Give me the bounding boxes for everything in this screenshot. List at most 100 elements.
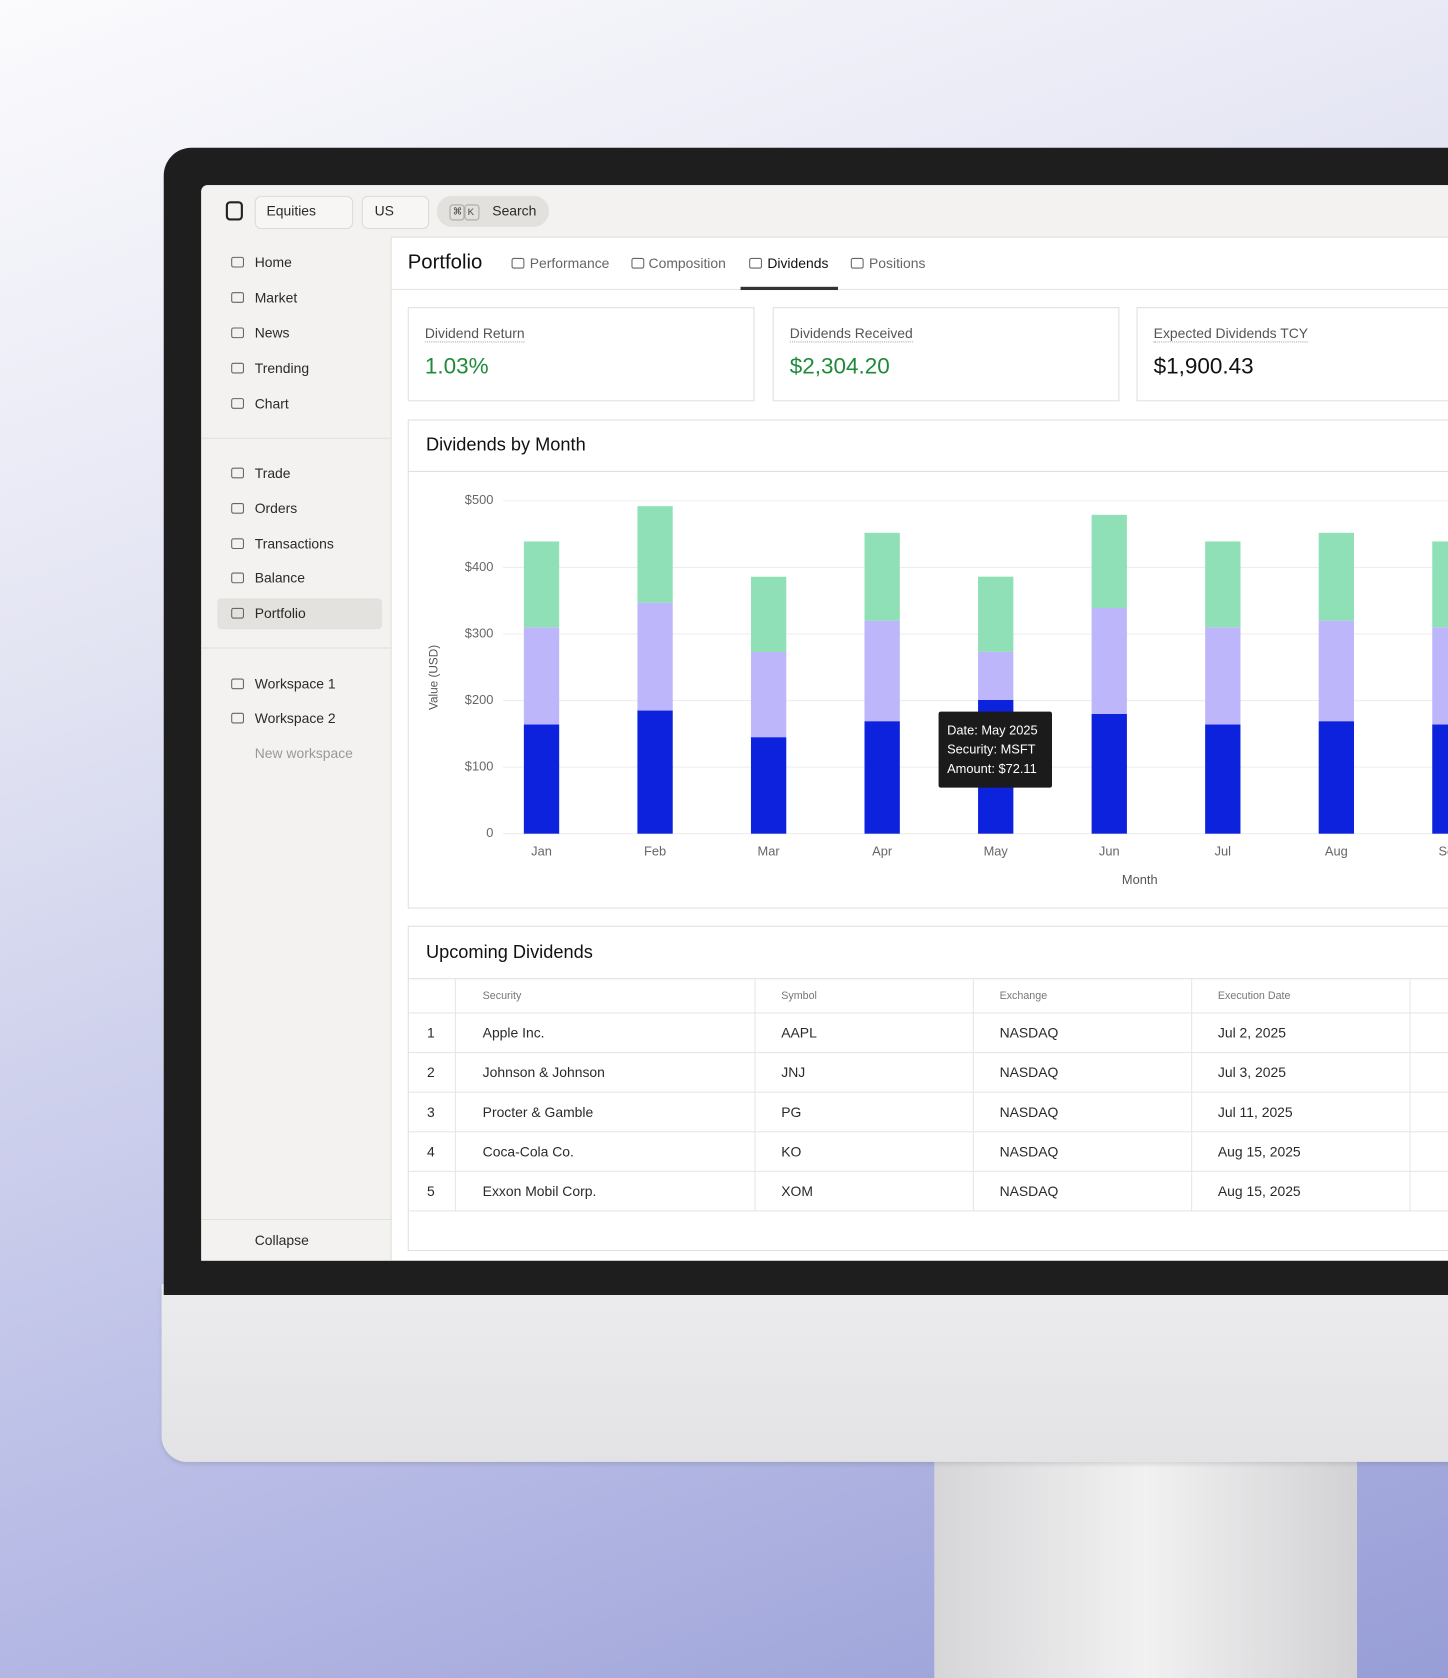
column-line — [754, 979, 756, 1212]
icon — [231, 467, 245, 479]
column-line — [972, 979, 974, 1212]
bar-segment — [864, 620, 900, 722]
y-tick-label: $200 — [465, 692, 494, 707]
metric-card — [772, 307, 1120, 402]
icon — [631, 257, 645, 269]
tab[interactable]: Composition — [648, 255, 726, 272]
bar-segment — [1091, 514, 1127, 609]
key-label: K — [467, 206, 475, 218]
x-tick-label: Apr — [872, 843, 893, 858]
cell: NASDAQ — [999, 1143, 1059, 1160]
cell: PG — [781, 1103, 802, 1120]
y-tick-label: $500 — [465, 492, 494, 507]
metric-label: Dividend Return — [424, 325, 525, 343]
metric-value: $1,900.43 — [1153, 354, 1254, 379]
x-tick-label: Sep — [1438, 843, 1448, 858]
metric-label: Dividends Received — [789, 325, 913, 343]
logo — [225, 201, 243, 221]
metric-value: $2,304.20 — [789, 354, 890, 379]
icon — [231, 292, 245, 303]
nav-item[interactable]: Workspace 2 — [254, 710, 336, 727]
row-number: 4 — [427, 1143, 435, 1160]
nav-item[interactable]: Balance — [254, 569, 305, 586]
nav-item[interactable]: Workspace 1 — [254, 675, 336, 692]
bar-segment — [978, 576, 1014, 652]
screen: Equities US ⌘ K Search Home Market News Trending… — [201, 185, 1448, 1261]
bar-segment — [637, 710, 673, 834]
column-header: Security — [482, 990, 522, 1003]
row-border — [407, 1170, 1448, 1172]
bar-segment — [864, 721, 900, 834]
nav-item[interactable]: Market — [254, 289, 298, 306]
tab[interactable]: Positions — [869, 255, 926, 272]
key-cap — [449, 204, 465, 221]
nav-item[interactable]: News — [254, 324, 290, 341]
x-tick-label: Jan — [531, 843, 552, 858]
cell: JNJ — [781, 1064, 806, 1081]
bar-segment — [864, 532, 900, 621]
column-line — [454, 979, 456, 1212]
bar-segment — [523, 724, 560, 834]
column-header: Execution Date — [1217, 990, 1291, 1003]
region-select-label[interactable]: US — [374, 202, 394, 219]
search-pill — [436, 195, 550, 227]
x-tick-label: Aug — [1325, 843, 1348, 858]
metric-label: Expected Dividends TCY — [1153, 325, 1309, 343]
cell: Jul 11, 2025 — [1217, 1103, 1293, 1120]
market-select-label[interactable]: Equities — [266, 202, 316, 219]
chart-panel — [407, 419, 1448, 909]
nav-item[interactable]: Orders — [254, 500, 298, 517]
table-title: Upcoming Dividends — [425, 941, 593, 963]
cell: Johnson & Johnson — [482, 1064, 605, 1081]
nav-item[interactable]: Home — [254, 254, 292, 271]
nav-item[interactable]: Trending — [254, 360, 310, 377]
page-title: Portfolio — [407, 251, 483, 274]
nav-item[interactable]: New workspace — [254, 745, 353, 762]
icon — [749, 257, 762, 269]
nav-item[interactable]: Transactions — [254, 535, 334, 552]
tab[interactable]: Dividends — [767, 255, 829, 272]
nav-item[interactable]: Trade — [254, 465, 291, 482]
icon — [231, 538, 245, 550]
column-line — [1409, 979, 1411, 1212]
search-button[interactable]: Search — [492, 202, 537, 219]
monitor-chin — [161, 1284, 1448, 1462]
table-panel — [407, 925, 1448, 1252]
bar-segment — [1318, 532, 1355, 621]
row-number: 1 — [427, 1024, 435, 1041]
x-tick-label: Mar — [758, 843, 781, 858]
cell: NASDAQ — [999, 1064, 1059, 1081]
nav-item[interactable]: Chart — [254, 395, 289, 412]
bar-segment — [750, 576, 787, 652]
cell: AAPL — [781, 1024, 817, 1041]
y-tick-label: $300 — [465, 625, 494, 640]
metric-value: 1.03% — [424, 354, 489, 379]
x-tick-label: Jul — [1215, 843, 1231, 858]
bar-segment — [1318, 620, 1355, 722]
bar-segment — [523, 627, 560, 725]
icon — [231, 502, 245, 514]
collapse-button[interactable]: Collapse — [254, 1232, 309, 1249]
bar-segment — [1432, 627, 1448, 725]
bar-segment — [1432, 541, 1448, 628]
tab[interactable]: Performance — [529, 255, 610, 272]
cell: Exxon Mobil Corp. — [482, 1183, 597, 1200]
row-border — [407, 1012, 1448, 1014]
cell: Aug 15, 2025 — [1217, 1183, 1301, 1200]
icon — [231, 327, 245, 339]
column-header: Exchange — [999, 990, 1048, 1003]
y-axis-title: Value (USD) — [428, 645, 441, 710]
nav-item[interactable]: Portfolio — [254, 605, 306, 622]
key-label: ⌘ — [452, 206, 463, 217]
cell: Jul 2, 2025 — [1217, 1024, 1286, 1041]
cell: Coca-Cola Co. — [482, 1143, 574, 1160]
cell: KO — [781, 1143, 802, 1160]
column-line — [1191, 979, 1193, 1212]
bar-segment — [1205, 541, 1241, 628]
icon — [231, 572, 245, 584]
cell: Apple Inc. — [482, 1024, 545, 1041]
row-number: 3 — [427, 1103, 435, 1120]
